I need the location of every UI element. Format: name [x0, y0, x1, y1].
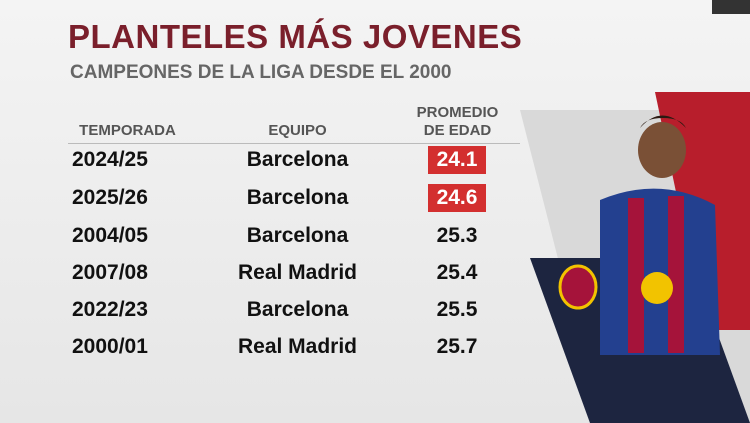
- title: PLANTELES MÁS JOVENES: [68, 18, 523, 55]
- header-rule: [68, 143, 520, 144]
- table-cell: 2004/05: [72, 224, 148, 247]
- table-cell: Barcelona: [246, 298, 349, 321]
- table-cell: 25.3: [436, 224, 478, 247]
- table-cell: Barcelona: [246, 186, 349, 209]
- table-cell: 2000/01: [72, 335, 148, 358]
- table-cell: 2007/08: [72, 261, 148, 284]
- table-cell: Barcelona: [246, 224, 349, 247]
- column-header: PROMEDIO DE EDAD: [416, 104, 499, 139]
- table-cell: 2022/23: [72, 298, 148, 321]
- column-header: TEMPORADA: [79, 122, 176, 139]
- table-cell: 2025/26: [72, 186, 148, 209]
- table-cell: 25.7: [436, 335, 478, 358]
- table-cell: 2024/25: [72, 148, 148, 171]
- table-cell: 24.1: [428, 146, 486, 174]
- table-cell: Real Madrid: [237, 335, 358, 358]
- table-cell: Barcelona: [246, 148, 349, 171]
- table-cell: 24.6: [428, 184, 486, 212]
- table-cell: 25.4: [436, 261, 478, 284]
- subtitle: CAMPEONES DE LA LIGA DESDE EL 2000: [70, 62, 452, 83]
- table-cell: 25.5: [436, 298, 478, 321]
- table-cell: Real Madrid: [237, 261, 358, 284]
- column-header: EQUIPO: [268, 122, 327, 139]
